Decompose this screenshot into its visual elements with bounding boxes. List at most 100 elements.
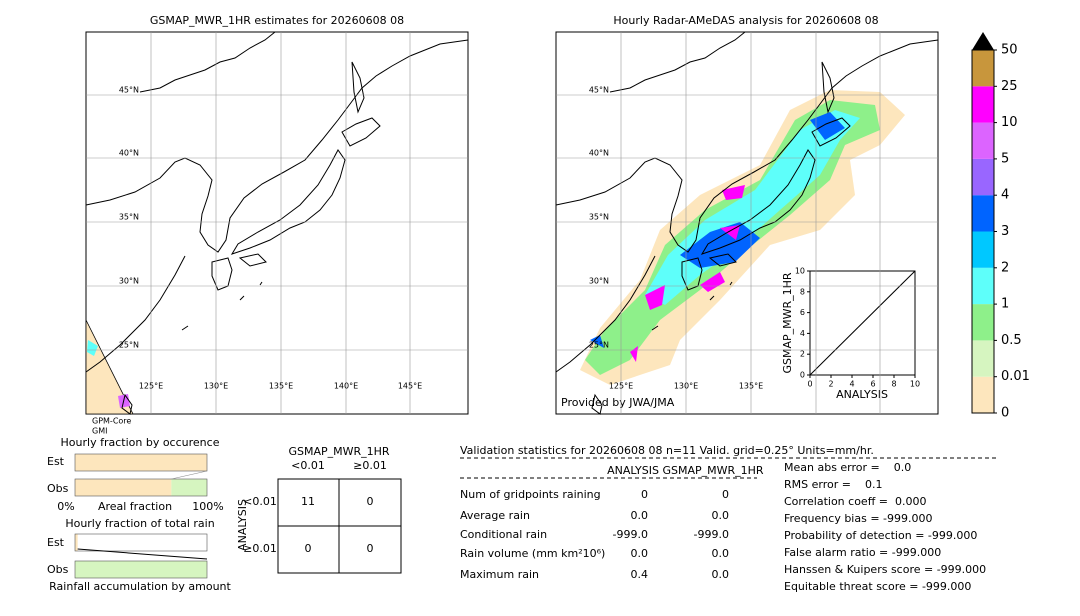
value: -999.0 (694, 528, 729, 541)
rain-area (590, 112, 845, 348)
map-title: GSMAP_MWR_1HR estimates for 20260608 08 (150, 14, 404, 27)
inset-xlabel: ANALYSIS (836, 388, 888, 401)
cell: 0 (305, 542, 312, 555)
lat-label: 40°N (119, 149, 139, 158)
lat-label: 35°N (589, 213, 609, 222)
panel-title: Hourly fraction of total rain (65, 517, 214, 530)
cell: 0 (367, 542, 374, 555)
value: 0 (641, 488, 648, 501)
value: -999.0 (613, 528, 648, 541)
row-label: Rain volume (mm km²10⁶) (460, 547, 605, 560)
rain-bar (171, 479, 207, 496)
row-label: Est (47, 455, 65, 468)
lon-label: 130°E (204, 382, 228, 391)
column-header: <0.01 (291, 459, 325, 472)
column-header: ≥0.01 (353, 459, 387, 472)
value: 0.0 (712, 547, 730, 560)
score: Mean abs error = 0.0 (784, 461, 911, 474)
sensor-label: GMI (92, 427, 107, 436)
row-label: Est (47, 536, 65, 549)
x-tick-label: 0 (807, 380, 812, 389)
colorbar-segment (972, 195, 994, 232)
lat-label: 40°N (589, 149, 609, 158)
score: RMS error = 0.1 (784, 478, 882, 491)
colorbar-label: 5 (1001, 151, 1009, 166)
colorbar-segment (972, 267, 994, 305)
score: Equitable threat score = -999.000 (784, 580, 971, 593)
colorbar-label: 3 (1001, 224, 1009, 239)
rain-area (87, 340, 98, 356)
x-tick-label: 8 (891, 380, 896, 389)
lat-label: 25°N (589, 341, 609, 350)
y-tick-label: 4 (800, 329, 805, 338)
lon-label: 140°E (334, 382, 358, 391)
y-tick-label: 10 (795, 267, 805, 276)
guide (171, 470, 208, 480)
credit: Provided by JWA/JMA (561, 396, 675, 409)
y-tick-label: 8 (800, 287, 805, 296)
score: Probability of detection = -999.000 (784, 529, 977, 542)
value: 0.0 (712, 509, 730, 522)
row-label: Obs (47, 482, 69, 495)
column-header: ANALYSIS (607, 464, 659, 477)
contingency-table: GSMAP_MWR_1HR <0.01 ≥0.01 ANALYSIS <0.01… (236, 445, 402, 574)
row-header: <0.01 (243, 495, 277, 508)
colorbar-segment (972, 122, 994, 159)
colorbar-label: 0 (1001, 406, 1009, 421)
lon-label: 135°E (269, 382, 293, 391)
cell: 11 (301, 495, 315, 508)
row-header: ≥0.01 (243, 542, 277, 555)
right-map: Hourly Radar-AMeDAS analysis for 2026060… (555, 14, 939, 415)
panel-title: Hourly fraction by occurence (61, 436, 220, 449)
validation-title: Validation statistics for 20260608 08 n=… (460, 444, 874, 457)
axis-label: 100% (192, 500, 223, 513)
colorbar-label: 10 (1001, 115, 1018, 130)
no-rain-bar (75, 479, 172, 496)
axis-label: 0% (57, 500, 74, 513)
row-label: Average rain (460, 509, 530, 522)
value: 0.0 (631, 509, 649, 522)
lon-label: 130°E (674, 382, 698, 391)
column-header: GSMAP_MWR_1HR (662, 464, 763, 477)
rain-bar (75, 534, 78, 551)
colorbar-label: 0.5 (1001, 333, 1022, 348)
colorbar-label: 4 (1001, 188, 1009, 203)
value: 0 (722, 488, 729, 501)
y-tick-label: 2 (800, 350, 805, 359)
sensor-label: GPM-Core (92, 417, 131, 426)
validation: Validation statistics for 20260608 08 n=… (460, 444, 996, 479)
colorbar-label: 0.01 (1001, 369, 1030, 384)
lon-label: 135°E (739, 382, 763, 391)
swath (85, 319, 134, 415)
lat-label: 30°N (119, 277, 139, 286)
score: False alarm ratio = -999.000 (784, 546, 941, 559)
guide (77, 548, 208, 560)
lon-label: 145°E (398, 382, 422, 391)
score: Hanssen & Kuipers score = -999.000 (784, 563, 986, 576)
colorbar-segment (972, 231, 994, 268)
inset-ylabel: GSMAP_MWR_1HR (781, 272, 794, 373)
lat-label: 30°N (589, 277, 609, 286)
axis-label: Areal fraction (98, 500, 172, 513)
x-tick-label: 10 (910, 380, 920, 389)
value: 0.0 (712, 568, 730, 581)
row-label: Maximum rain (460, 568, 539, 581)
score: Frequency bias = -999.000 (784, 512, 933, 525)
axis-label: Rainfall accumulation by amount (49, 580, 231, 593)
map-frame (85, 31, 469, 415)
cell: 0 (367, 495, 374, 508)
score: Correlation coeff = 0.000 (784, 495, 926, 508)
map-title: Hourly Radar-AMeDAS analysis for 2026060… (613, 14, 878, 27)
y-tick-label: 6 (800, 308, 805, 317)
colorbar-segment (972, 158, 994, 196)
lat-label: 45°N (119, 86, 139, 95)
lon-label: 125°E (139, 382, 163, 391)
row-label: Obs (47, 563, 69, 576)
fraction-panels: Hourly fraction by occurence Est Obs 0% … (47, 436, 232, 593)
bar-frame (74, 560, 208, 579)
row-label: Num of gridpoints raining (460, 488, 601, 501)
diagonal (809, 270, 916, 376)
colorbar-segment (972, 50, 994, 87)
value: 0.4 (631, 568, 649, 581)
